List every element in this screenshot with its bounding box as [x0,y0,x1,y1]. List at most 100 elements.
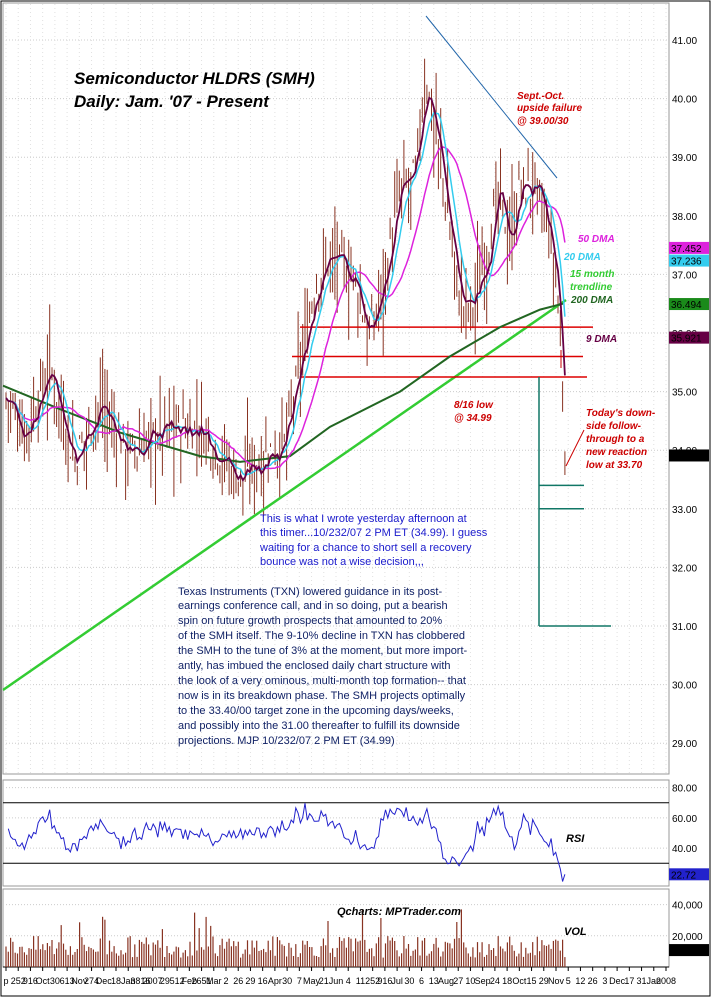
y-tick-label: 30.00 [672,681,697,692]
x-tick-label: Apr [268,976,282,986]
x-tick-label: 916 [377,976,392,986]
y-tick-label: 33.00 [672,505,697,516]
svg-text:the SMH to the tune of 3% at t: the SMH to the tune of 3% at the moment,… [178,645,468,657]
y-tick-label: 39.00 [672,153,697,164]
price-label-text: 35.921 [671,334,702,345]
x-tick-label: 3816 [130,976,150,986]
svg-text:Texas Instruments (TXN) lowere: Texas Instruments (TXN) lowered guidance… [178,586,442,598]
x-tick-label: 613 [60,976,75,986]
commentary-analysis: Texas Instruments (TXN) lowered guidance… [178,586,468,747]
x-tick-label: 15 [527,976,537,986]
x-tick-label: 16 [258,976,268,986]
chart-title: Semiconductor HLDRS (SMH) [74,69,315,88]
svg-text:15 month: 15 month [570,269,614,280]
svg-text:the look of a very ominous, mu: the look of a very ominous, multi-month … [178,675,466,687]
price-label-text: 36.494 [671,300,702,311]
rsi-tick-label: 40.00 [672,844,697,855]
x-tick-label: 27 [453,976,463,986]
rsi-label: RSI [566,833,585,845]
svg-text:@ 39.00/30: @ 39.00/30 [517,116,569,127]
y-tick-label: 31.00 [672,622,697,633]
x-tick-label: 31 [637,976,647,986]
downtrend-line [425,15,558,179]
svg-text:new reaction: new reaction [586,447,647,458]
ma50-label: 50 DMA [578,234,615,245]
rsi-panel [2,779,670,887]
x-tick-label: 252 [11,976,26,986]
x-tick-label: 29 [539,976,549,986]
x-tick-label: 4 [346,976,351,986]
svg-text:Today's down-: Today's down- [586,408,656,419]
x-tick-label: Mar [206,976,222,986]
x-tick-label: 6 [419,976,424,986]
x-tick-label: 26 [588,976,598,986]
ma50-line [5,146,566,471]
x-tick-label: 30 [404,976,414,986]
svg-text:waiting for a chance to short: waiting for a chance to short sell a rec… [259,542,472,554]
trendline-15-month [2,298,567,692]
ma9-label: 9 DMA [586,334,617,345]
volume-bars: 40,000 20,000 10,846 [3,901,709,967]
y-tick-label: 35.00 [672,388,697,399]
price-label-text: 37.236 [671,257,702,268]
svg-text:to the 33.40/00 target zone in: to the 33.40/00 target zone in the upcom… [178,705,454,717]
volume-last-value: 10,846 [671,946,702,957]
rsi-tick-label: 60.00 [672,814,697,825]
svg-text:side follow-: side follow- [586,421,642,432]
target-zones [538,376,611,627]
svg-text:projections. MJP 10/232/07: projections. MJP 10/232/07 2 PM ET (34.9… [178,735,395,747]
x-tick-label: 916 [23,976,38,986]
today-note: Today's down- side follow- through to a … [586,408,656,471]
x-tick-label: 11 [356,976,365,986]
price-label-box [669,298,709,311]
price-panel [2,2,670,775]
rsi-indicator: 80.00 60.00 40.00 22.72 [3,784,709,882]
price-label-box [669,331,709,344]
low-816-note: 8/16 low @ 34.99 [454,400,494,424]
svg-text:Sept.-Oct.: Sept.-Oct. [517,91,564,102]
x-tick-label: 24 [490,976,500,986]
x-tick-label: 30 [50,976,60,986]
commentary-blue: This is what I wrote yesterday afternoon… [259,513,488,568]
svg-text:low at 33.70: low at 33.70 [586,460,643,471]
svg-text:antly, has imbued the enclosed: antly, has imbued the enclosed daily cha… [178,660,451,672]
today-arrow [565,429,585,467]
rsi-tick-label: 80.00 [672,784,697,795]
x-tick-label: 30 [282,976,292,986]
x-tick-label: Jul [391,976,403,986]
x-tick-label: 7 [297,976,302,986]
x-tick-label: 3 [602,976,607,986]
y-tick-label: 32.00 [672,563,697,574]
x-tick-label: 29 [160,976,170,986]
x-tick-label: 29 [245,976,255,986]
moving-averages [2,96,566,482]
x-tick-label: p [3,976,8,986]
svg-text:earnings conference call, and: earnings conference call, and in so doin… [178,600,448,612]
price-label-box [669,241,709,254]
x-tick-label: 21 [319,976,329,986]
chart-subtitle: Daily: Jam. '07 - Present [74,92,270,111]
svg-text:spin on future growth prospect: spin on future growth prospects that amo… [178,615,442,627]
credit-label: Qcharts: MPTrader.com [337,906,461,918]
volume-last-box [669,944,709,957]
y-tick-label: 37.00 [672,270,697,281]
ma20-label: 20 DMA [563,252,601,263]
x-tick-label: 12 [575,976,585,986]
x-tick-label: Dec [609,976,626,986]
x-tick-label: Aug [438,976,454,986]
gridlines [3,4,669,774]
x-tick-label: Sep [475,976,491,986]
x-tick-label: 17 [624,976,634,986]
svg-text:this timer...10/232/07 2 PM E: this timer...10/232/07 2 PM ET (34.99). … [260,527,488,539]
x-tick-label: Oct [36,976,51,986]
price-label-text: 33.910 [671,451,702,462]
svg-text:bounce was not a wise decision: bounce was not a wise decision,,, [260,556,424,568]
y-tick-label: 29.00 [672,739,697,750]
x-tick-label: May [303,976,321,986]
volume-label: VOL [564,926,587,938]
x-tick-label: Oct [512,976,527,986]
x-tick-label: 512 [170,976,185,986]
